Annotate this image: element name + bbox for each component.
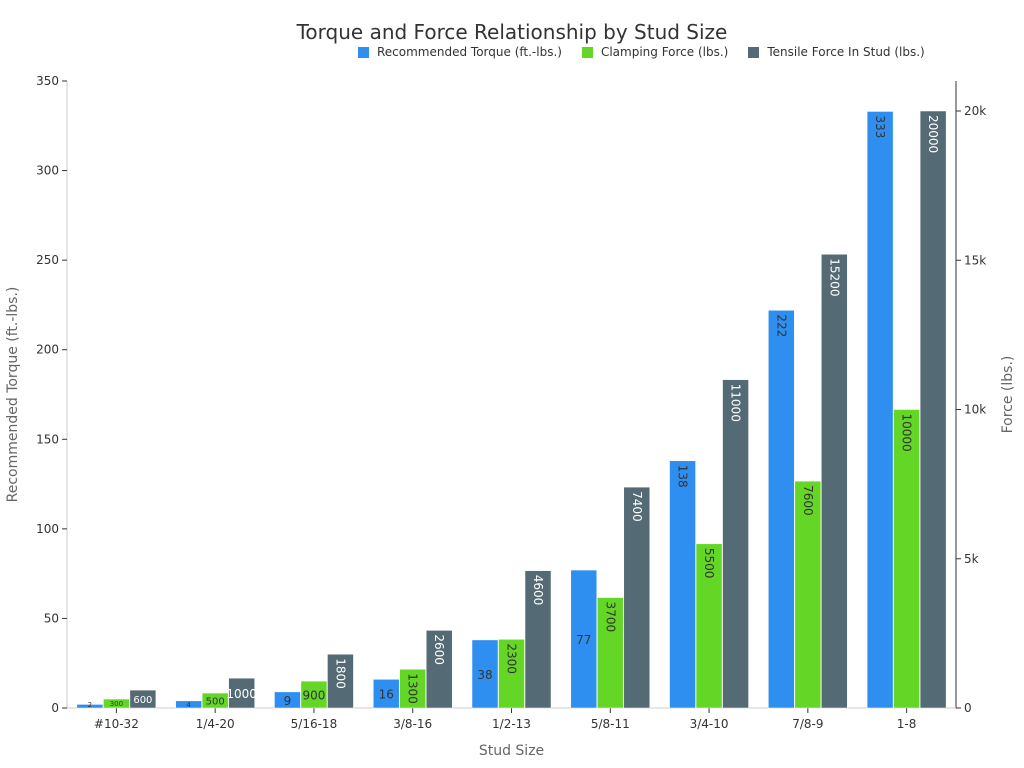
y-tick-label: 150 — [36, 432, 59, 446]
x-axis-title: Stud Size — [479, 743, 544, 759]
bar — [274, 691, 301, 709]
bar — [129, 689, 157, 709]
chart-title: Torque and Force Relationship by Stud Si… — [296, 20, 728, 44]
bar — [399, 668, 426, 709]
bar — [866, 111, 894, 709]
bar — [919, 110, 947, 709]
x-tick-label: 1/2-13 — [492, 717, 531, 731]
y-tick-label: 0 — [51, 701, 59, 715]
y-tick-label: 250 — [36, 253, 59, 267]
x-tick-label: 7/8-9 — [792, 717, 823, 731]
bar — [623, 486, 651, 709]
data-label: 4600 — [531, 575, 545, 606]
legend-item-clamping[interactable]: Clamping Force (lbs.) — [581, 45, 729, 59]
bar — [722, 379, 749, 709]
legend-label: Recommended Torque (ft.-lbs.) — [377, 45, 562, 59]
bar — [893, 409, 920, 709]
data-label: 900 — [302, 689, 325, 703]
bar — [794, 480, 822, 709]
data-label: 77 — [576, 633, 591, 647]
legend: Recommended Torque (ft.-lbs.) Clamping F… — [358, 45, 925, 59]
bar — [201, 692, 229, 709]
legend-item-torque[interactable]: Recommended Torque (ft.-lbs.) — [358, 45, 562, 59]
x-tick-label: 3/4-10 — [690, 717, 729, 731]
data-label: 2 — [88, 701, 92, 709]
data-label: 138 — [676, 465, 690, 488]
bar — [300, 680, 328, 709]
y2-tick-label: 15k — [964, 253, 986, 267]
data-label: 500 — [206, 697, 225, 708]
bar — [425, 630, 453, 709]
x-tick-label: 3/8-16 — [393, 717, 432, 731]
data-label: 4 — [186, 701, 191, 709]
y2-tick-label: 10k — [964, 403, 986, 417]
data-label: 10000 — [900, 414, 914, 452]
data-label: 16 — [379, 688, 394, 702]
x-tick-label: 1/4-20 — [196, 717, 235, 731]
data-label: 1800 — [333, 658, 347, 689]
y-tick-label: 200 — [36, 343, 59, 357]
bar — [768, 310, 795, 709]
data-label: 1300 — [406, 673, 420, 704]
bar — [228, 677, 255, 709]
y-tick-label: 300 — [36, 164, 59, 178]
x-tick-label: 5/16-18 — [291, 717, 338, 731]
bar — [669, 460, 696, 709]
bar — [695, 543, 723, 709]
data-label: 15200 — [827, 258, 841, 296]
data-label: 5500 — [702, 548, 716, 579]
y-tick-label: 100 — [36, 522, 59, 536]
x-tick-label: 5/8-11 — [591, 717, 630, 731]
bar — [570, 569, 598, 709]
data-label: 300 — [110, 700, 123, 708]
bar — [372, 679, 400, 709]
bar — [597, 597, 624, 709]
y2-tick-label: 5k — [964, 552, 979, 566]
bar — [327, 654, 354, 709]
data-label: 7400 — [630, 491, 644, 522]
bar — [103, 698, 130, 709]
data-label: 7600 — [801, 485, 815, 516]
bar — [498, 639, 525, 709]
y-tick-label: 50 — [44, 611, 59, 625]
legend-item-tensile[interactable]: Tensile Force In Stud (lbs.) — [748, 45, 925, 59]
data-label: 20000 — [926, 115, 940, 153]
bar — [76, 704, 104, 709]
data-label: 1000 — [226, 687, 257, 701]
y-tick-label: 350 — [36, 74, 59, 88]
legend-swatch — [358, 46, 369, 58]
x-tick-label: #10-32 — [94, 717, 139, 731]
data-label: 2600 — [432, 634, 446, 665]
data-label: 222 — [774, 314, 788, 337]
y2-axis-title: Force (lbs.) — [1000, 356, 1016, 434]
data-label: 38 — [477, 668, 492, 682]
x-tick-label: 1-8 — [897, 717, 917, 731]
data-label: 11000 — [729, 384, 743, 422]
data-label: 333 — [873, 115, 887, 138]
y-axis-title: Recommended Torque (ft.-lbs.) — [5, 287, 21, 503]
bar — [471, 639, 499, 709]
y2-tick-label: 0 — [964, 701, 972, 715]
legend-label: Clamping Force (lbs.) — [600, 45, 729, 59]
data-label: 600 — [133, 695, 152, 706]
legend-label: Tensile Force In Stud (lbs.) — [767, 45, 925, 59]
data-label: 3700 — [603, 602, 617, 633]
bar — [175, 700, 202, 709]
data-label: 2300 — [505, 643, 519, 674]
legend-swatch — [748, 46, 760, 58]
bar — [524, 570, 552, 709]
y2-tick-label: 20k — [964, 104, 986, 118]
bar — [821, 254, 848, 709]
legend-swatch — [581, 46, 593, 58]
data-label: 9 — [284, 694, 292, 708]
